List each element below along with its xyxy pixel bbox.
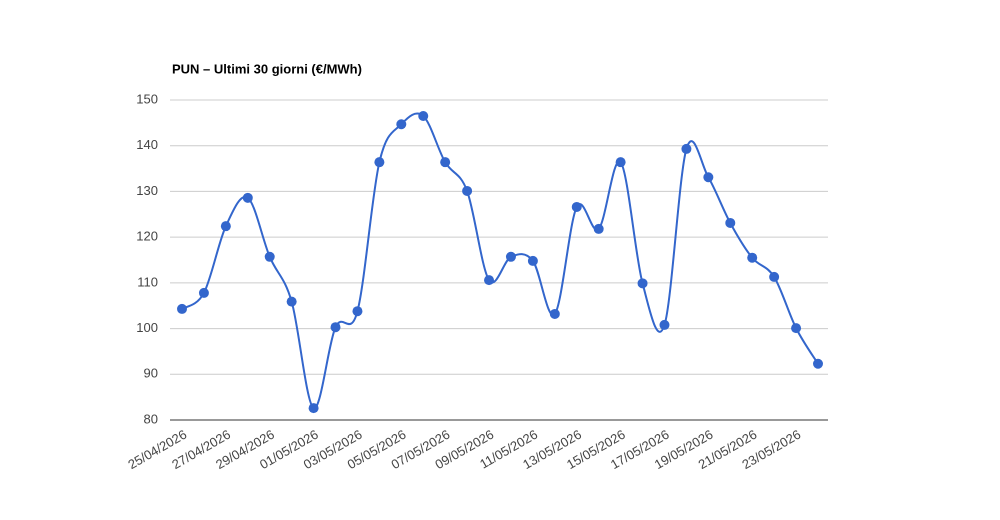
point xyxy=(747,252,758,263)
point xyxy=(286,296,297,307)
point xyxy=(396,119,407,130)
point xyxy=(330,322,341,333)
point xyxy=(352,306,363,317)
y-tick-label: 100 xyxy=(136,320,158,335)
point xyxy=(198,287,209,298)
y-tick-label: 150 xyxy=(136,91,158,106)
point xyxy=(637,278,648,289)
point xyxy=(681,143,692,154)
point xyxy=(484,275,495,286)
point xyxy=(769,271,780,282)
point xyxy=(703,172,714,183)
y-tick-label: 90 xyxy=(144,366,158,381)
point xyxy=(177,303,187,314)
line xyxy=(181,112,819,410)
point xyxy=(242,192,253,203)
y-tick-label: 140 xyxy=(136,137,158,152)
chart-title: PUN – Ultimi 30 giorni (€/MWh) xyxy=(172,61,362,76)
y-tick-label: 110 xyxy=(137,274,158,289)
point xyxy=(220,221,231,232)
point xyxy=(527,255,538,266)
point xyxy=(505,251,516,262)
point xyxy=(264,251,275,262)
point xyxy=(791,323,802,334)
point xyxy=(549,308,560,319)
point xyxy=(813,358,823,369)
point xyxy=(440,157,451,168)
point xyxy=(615,157,626,168)
y-tick-label: 120 xyxy=(136,229,158,244)
point xyxy=(462,185,473,196)
point xyxy=(308,403,319,414)
point xyxy=(374,157,385,168)
point xyxy=(418,111,429,121)
point xyxy=(659,319,670,330)
point xyxy=(593,223,604,234)
point xyxy=(725,217,736,228)
point xyxy=(571,201,582,212)
y-tick-label: 80 xyxy=(144,411,158,426)
y-tick-label: 130 xyxy=(136,183,158,198)
